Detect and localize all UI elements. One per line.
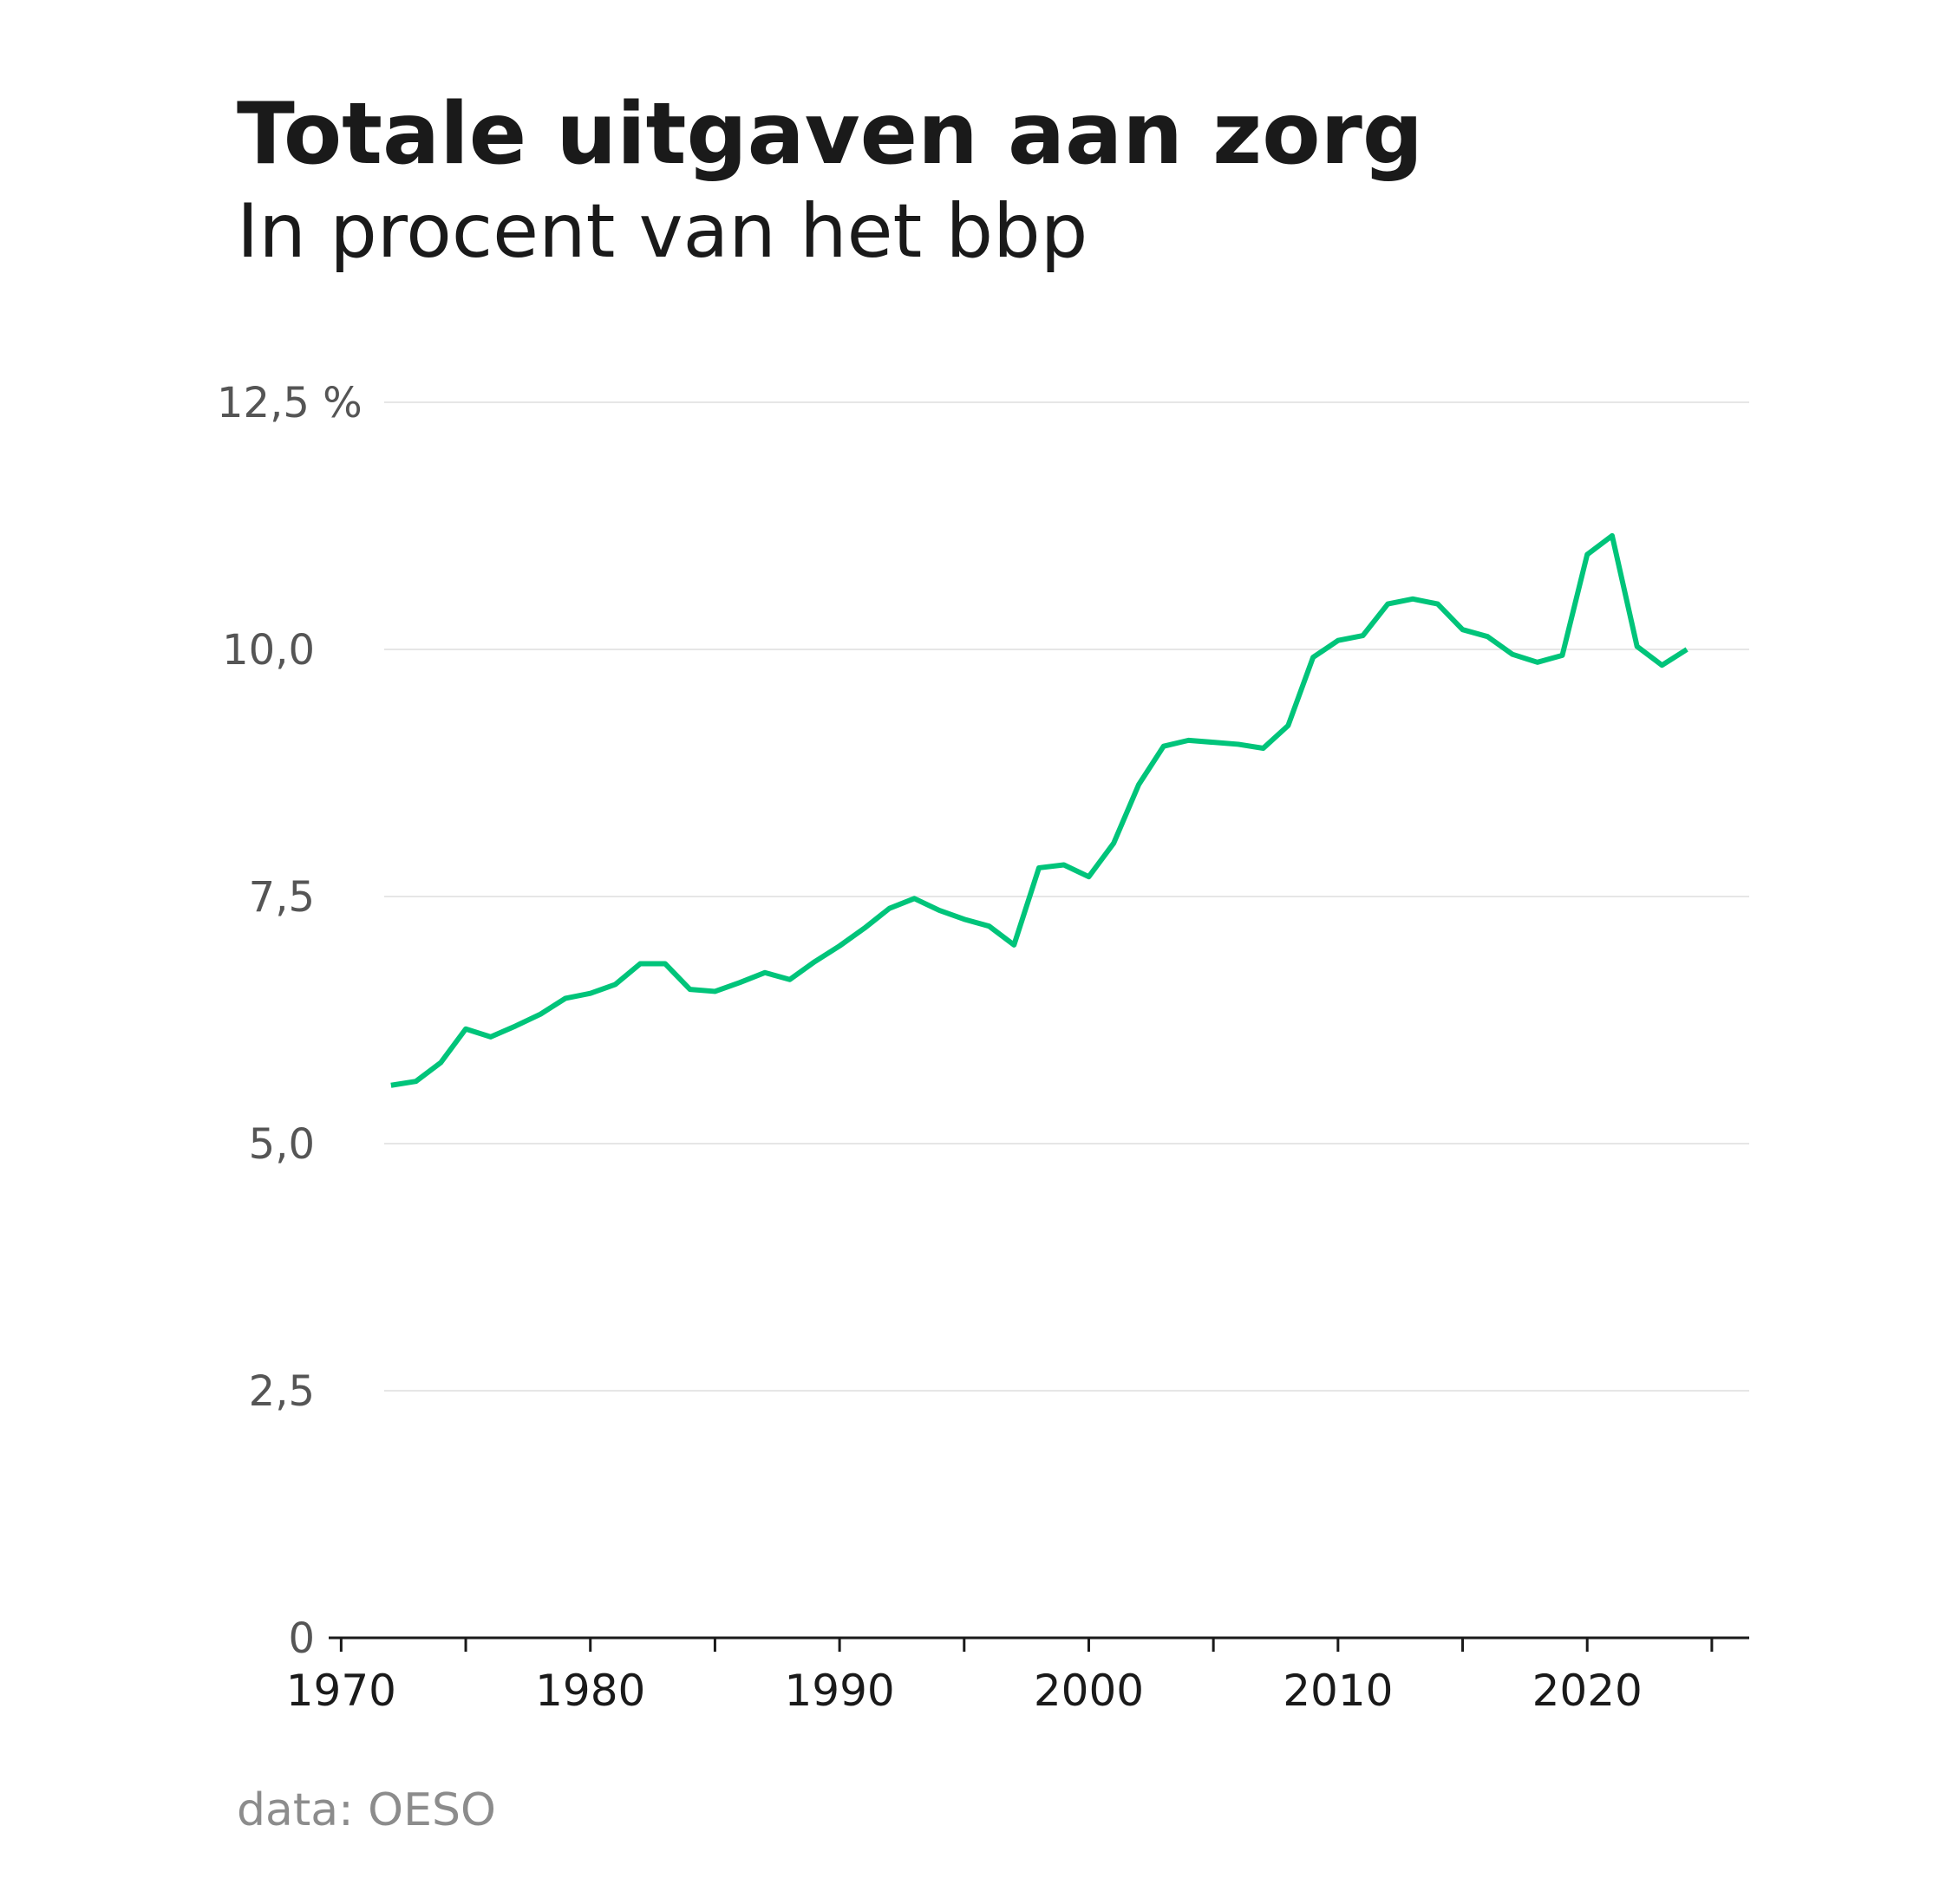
x-tick-label: 2010: [1283, 1666, 1393, 1716]
x-tick-label: 2000: [1034, 1666, 1144, 1716]
x-tick-label: 1990: [784, 1666, 894, 1716]
y-tick-label: 2,5: [249, 1367, 315, 1416]
y-tick-label: 12,5 %: [217, 379, 363, 427]
y-tick-label: 10,0: [222, 626, 315, 675]
y-tick-label: 7,5: [249, 873, 315, 922]
chart-title: Totale uitgaven aan zorg: [237, 85, 1423, 184]
line: [390, 532, 1688, 1088]
x-tick-label: 1980: [535, 1666, 645, 1716]
x-tick-label: 1970: [286, 1666, 396, 1716]
source: data: OESO: [237, 1784, 496, 1836]
y-tick-label: 0: [288, 1614, 315, 1663]
x-tick-label: 2020: [1532, 1666, 1643, 1716]
y-tick-label: 5,0: [249, 1120, 315, 1169]
chart-subtitle: In procent van het bbp: [237, 188, 1088, 275]
